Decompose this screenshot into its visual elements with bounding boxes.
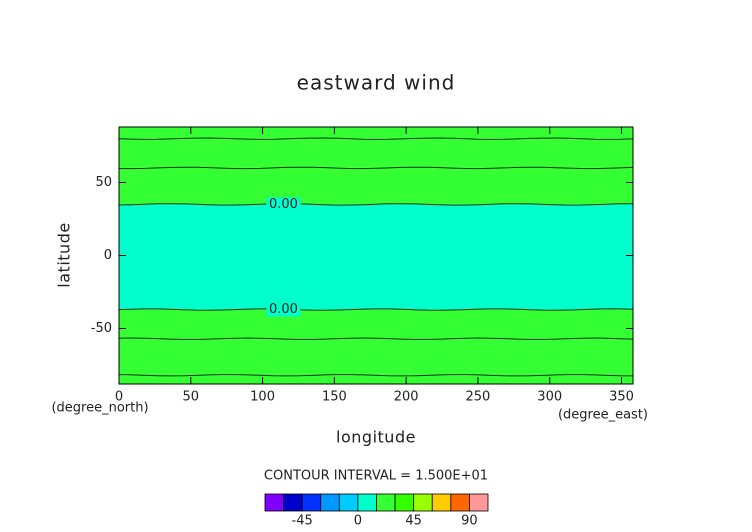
y-tick-label: -50 (91, 321, 112, 336)
contour-band (119, 309, 633, 339)
chart-title: eastward wind (297, 71, 456, 95)
x-tick-label: 150 (322, 390, 347, 405)
x-axis-title: longitude (336, 428, 416, 447)
x-tick-label: 0 (115, 390, 123, 405)
contour-line (118, 337, 634, 340)
contour-band (119, 338, 633, 376)
colorbar-box (413, 493, 433, 512)
contour-interval: CONTOUR INTERVAL = 1.500E+01 (264, 469, 488, 484)
colorbar-box (450, 493, 470, 512)
colorbar-box (376, 493, 396, 512)
y-unit: (degree_north) (51, 401, 148, 416)
colorbar-tick-label: 90 (461, 514, 478, 529)
contour-band (119, 167, 633, 205)
x-tick-label: 250 (466, 390, 491, 405)
contour-label: 0.00 (269, 302, 298, 317)
x-tick-label: 50 (183, 390, 200, 405)
contour-label-bg (266, 197, 301, 212)
colorbar-box (320, 493, 340, 512)
contour-band (119, 127, 633, 139)
colorbar-box (394, 493, 415, 512)
colorbar-tick-label: 0 (354, 514, 362, 529)
colorbar-tick-label: -45 (292, 514, 313, 529)
contour-band (119, 138, 633, 168)
colorbar-tick-label: 45 (405, 514, 422, 529)
x-tick-label: 200 (394, 390, 419, 405)
colorbar-box (357, 493, 377, 512)
y-tick-label: 0 (104, 248, 112, 263)
colorbar-box (264, 493, 284, 512)
y-axis-title: latitude (55, 222, 74, 287)
contour-line (118, 203, 634, 206)
contour-band (119, 204, 633, 310)
x-unit: (degree_east) (558, 408, 648, 423)
colorbar-box (431, 493, 452, 512)
colorbar-box (338, 493, 359, 512)
x-tick-label: 300 (537, 390, 562, 405)
contour-label-bg (266, 302, 301, 317)
contour-line (118, 374, 634, 377)
colorbar-box (283, 493, 303, 512)
contour-label: 0.00 (269, 197, 298, 212)
contour-band (119, 375, 633, 384)
contour-line (118, 166, 634, 170)
y-tick-label: 50 (95, 175, 112, 190)
contour-line (118, 308, 634, 311)
colorbar-box (469, 493, 489, 512)
colorbar-box (301, 493, 322, 512)
x-tick-label: 350 (609, 390, 634, 405)
contour-line (118, 137, 634, 140)
x-tick-label: 100 (250, 390, 275, 405)
